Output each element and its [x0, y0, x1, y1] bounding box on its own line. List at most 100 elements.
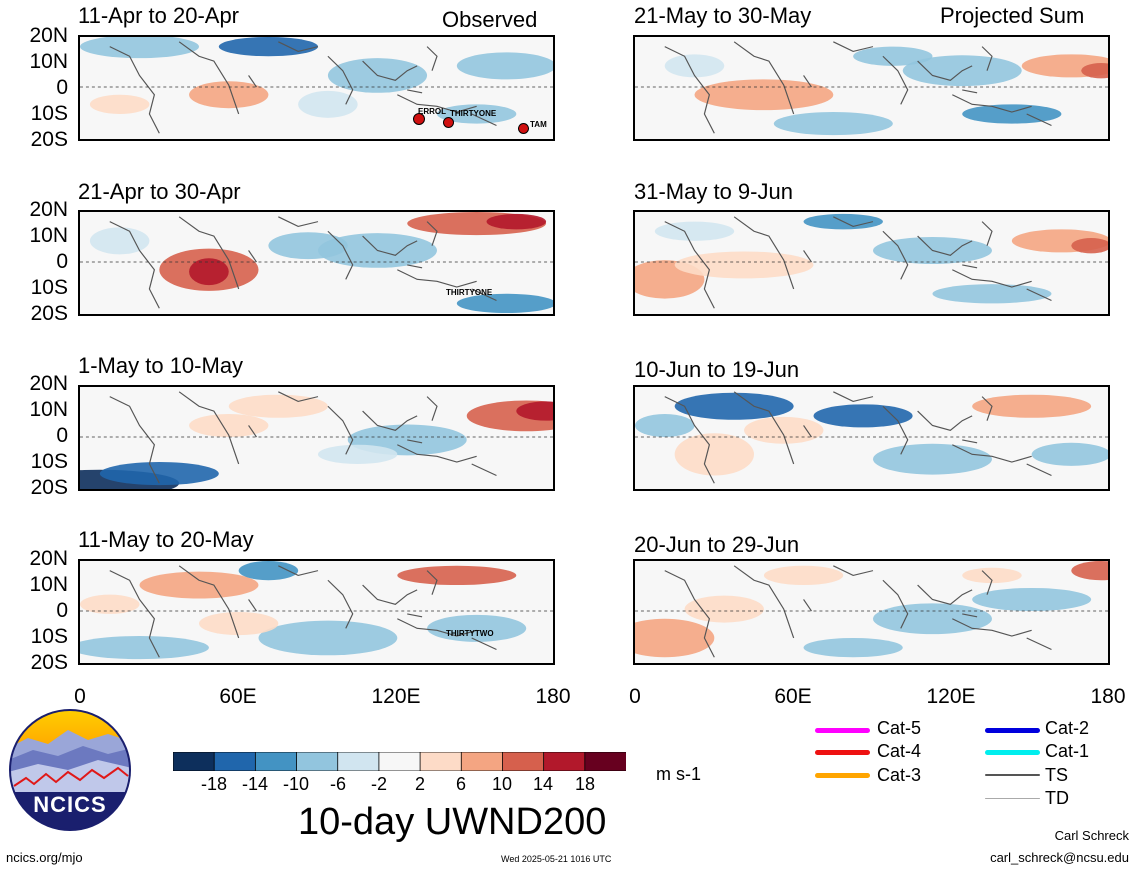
- ncics-logo-icon: [9, 709, 131, 831]
- colorbar-swatch: [419, 751, 463, 772]
- wind-anomaly-region: [763, 565, 844, 586]
- panel-title-6: 31-May to 9-Jun: [634, 179, 793, 204]
- legend-label: TD: [1045, 788, 1069, 808]
- legend-line-cat5: [815, 728, 870, 733]
- legend-label: Cat-5: [877, 718, 922, 738]
- lat-label: 10S: [30, 450, 68, 473]
- colorbar-swatch: [543, 751, 586, 772]
- map-field: [635, 561, 1108, 663]
- wind-anomaly-region: [664, 54, 725, 78]
- map-panel-7: [633, 385, 1110, 491]
- wind-anomaly-region: [962, 567, 1022, 584]
- legend-line-cat2: [985, 728, 1040, 733]
- panel-title-1: 11-Apr to 20-Apr: [78, 3, 240, 28]
- wind-anomaly-region: [89, 94, 150, 114]
- wind-anomaly-region: [198, 612, 279, 636]
- colorbar-units: m s-1: [656, 764, 701, 784]
- wind-anomaly-region: [89, 227, 150, 255]
- wind-anomaly-region: [189, 413, 269, 438]
- footer-email: carl_schreck@ncsu.edu: [990, 850, 1129, 865]
- wind-anomaly-region: [972, 394, 1092, 418]
- wind-anomaly-region: [189, 258, 229, 286]
- wind-anomaly-region: [456, 52, 553, 80]
- map-panel-1: ERROL THIRTYONE TAM: [78, 35, 555, 141]
- colorbar-swatch: [213, 751, 257, 772]
- map-field: [80, 37, 553, 139]
- panel-title-3: 1-May to 10-May: [78, 353, 244, 378]
- wind-anomaly-region: [674, 251, 814, 279]
- lat-label: 10S: [30, 102, 68, 125]
- wind-anomaly-region: [962, 104, 1062, 124]
- colorbar-tick-label: 18: [574, 774, 596, 794]
- wind-anomaly-region: [773, 112, 893, 136]
- projected-header: Projected Sum: [940, 3, 1085, 28]
- legend-label: Cat-2: [1045, 718, 1090, 738]
- wind-anomaly-region: [674, 392, 794, 420]
- lat-label: 10N: [29, 224, 68, 247]
- lat-label: 10N: [29, 50, 68, 73]
- map-field: [635, 387, 1108, 489]
- lat-label: 0: [56, 424, 68, 447]
- coastline: [109, 565, 497, 658]
- wind-anomaly-region: [1081, 62, 1108, 79]
- colorbar-swatch: [502, 751, 545, 772]
- colorbar-swatch: [584, 751, 627, 772]
- lon-label: 180: [535, 685, 571, 708]
- observed-header: Observed: [442, 7, 538, 32]
- lat-label: 20N: [29, 372, 68, 395]
- lon-label: 180: [1090, 685, 1126, 708]
- legend-label: Cat-1: [1045, 741, 1090, 761]
- lat-label: 20N: [29, 198, 68, 221]
- wind-anomaly-region: [218, 37, 318, 57]
- wind-anomaly-region: [298, 90, 358, 118]
- wind-anomaly-region: [744, 416, 824, 444]
- colorbar-tick-label: -2: [370, 774, 388, 794]
- wind-anomaly-region: [635, 413, 695, 438]
- wind-anomaly-region: [486, 213, 547, 230]
- wind-anomaly-region: [674, 433, 754, 476]
- wind-anomaly-region: [397, 565, 517, 586]
- lat-label: 10N: [29, 573, 68, 596]
- colorbar-swatch: [378, 751, 421, 772]
- lat-label: 20N: [29, 547, 68, 570]
- panel-title-7: 10-Jun to 19-Jun: [634, 357, 800, 382]
- colorbar-swatch: [460, 751, 504, 772]
- map-panel-8: [633, 559, 1110, 665]
- map-panel-6: [633, 210, 1110, 316]
- wind-anomaly-region: [1071, 561, 1108, 581]
- lat-label: 20S: [30, 476, 68, 499]
- coastline: [109, 216, 497, 309]
- coastline: [109, 41, 497, 134]
- legend-line-cat1: [985, 750, 1040, 755]
- footer-timestamp: Wed 2025-05-21 1016 UTC: [501, 854, 612, 864]
- panel-title-2: 21-Apr to 30-Apr: [78, 179, 241, 204]
- panel-title-5: 21-May to 30-May: [634, 3, 812, 28]
- lon-label: 60E: [219, 685, 257, 708]
- colorbar-swatch: [337, 751, 380, 772]
- legend-line-cat4: [815, 750, 870, 755]
- colorbar-tick-label: 6: [455, 774, 467, 794]
- storm-symbol-icon: [443, 117, 454, 128]
- coastline: [664, 216, 1052, 309]
- lat-label: 0: [56, 76, 68, 99]
- storm-label-thirtyone: THIRTYONE: [446, 288, 493, 297]
- colorbar-swatch: [296, 751, 339, 772]
- legend-label: Cat-3: [877, 765, 922, 785]
- lon-label: 0: [74, 685, 86, 708]
- map-panel-3: [78, 385, 555, 491]
- wind-anomaly-region: [268, 232, 348, 260]
- coastline: [109, 391, 497, 484]
- coastline: [664, 565, 1052, 658]
- lat-label: 0: [56, 599, 68, 622]
- lat-label: 10S: [30, 276, 68, 299]
- colorbar-tick-label: 10: [491, 774, 513, 794]
- colorbar-tick-label: -6: [329, 774, 347, 794]
- colorbar-swatch: [172, 751, 216, 772]
- wind-anomaly-region: [80, 37, 199, 59]
- wind-anomaly-region: [635, 618, 715, 658]
- wind-anomaly-region: [456, 293, 553, 314]
- wind-anomaly-region: [684, 595, 764, 623]
- lat-label: 0: [56, 250, 68, 273]
- storm-label-thirtytwo: THIRTYTWO: [446, 629, 494, 638]
- wind-anomaly-region: [80, 594, 140, 614]
